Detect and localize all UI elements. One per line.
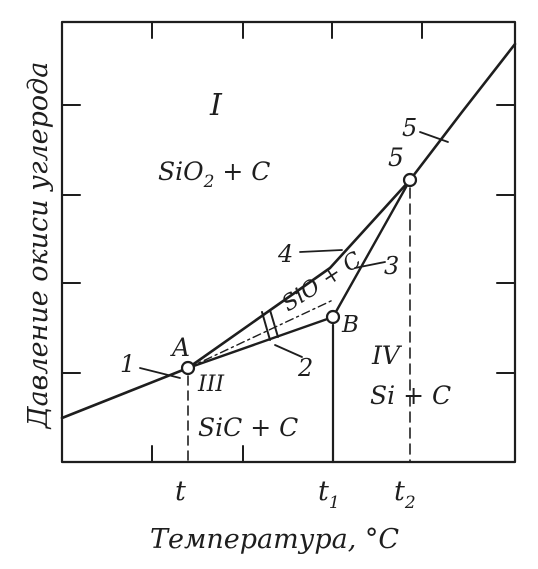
leader-lines (139, 131, 449, 379)
point-b-marker (325, 309, 341, 325)
point-5-marker (402, 172, 418, 188)
region-3-numeral: III (197, 372, 225, 397)
region-1-numeral: I (209, 88, 223, 123)
curve-2-label: 2 (297, 354, 313, 382)
x-tick-t: t (175, 476, 186, 507)
chord-ab (187, 299, 334, 369)
y-axis-label: Давление окиси углерода (23, 62, 54, 430)
curve-4-label: 4 (277, 240, 293, 268)
region-1-formula: SiO2 + C (158, 157, 270, 192)
curve-5-label: 5 (402, 114, 417, 142)
plot-frame (60, 20, 517, 464)
curve-3 (331, 178, 412, 319)
region-1-formula-subscript: 2 (203, 172, 215, 192)
x-axis-label: Температура, °С (150, 524, 399, 555)
y-ticks (61, 104, 516, 374)
hatch-marks (261, 309, 279, 341)
point-a-marker (180, 360, 196, 376)
curve-1-5 (60, 42, 517, 420)
region-3-formula: SiC + C (198, 413, 298, 442)
point-5-label: 5 (388, 143, 404, 172)
curve-2 (186, 315, 335, 370)
point-b-label: B (341, 312, 359, 338)
x-tick-t1: t1 (318, 476, 340, 513)
region-4-numeral: IV (371, 341, 403, 370)
point-a-label: A (170, 333, 190, 362)
curve-3-label: 3 (384, 252, 399, 280)
region-4-formula: Si + C (370, 381, 451, 410)
x-ticks (151, 21, 423, 463)
x-tick-t2: t2 (394, 476, 416, 513)
curve-1-label: 1 (120, 350, 135, 378)
